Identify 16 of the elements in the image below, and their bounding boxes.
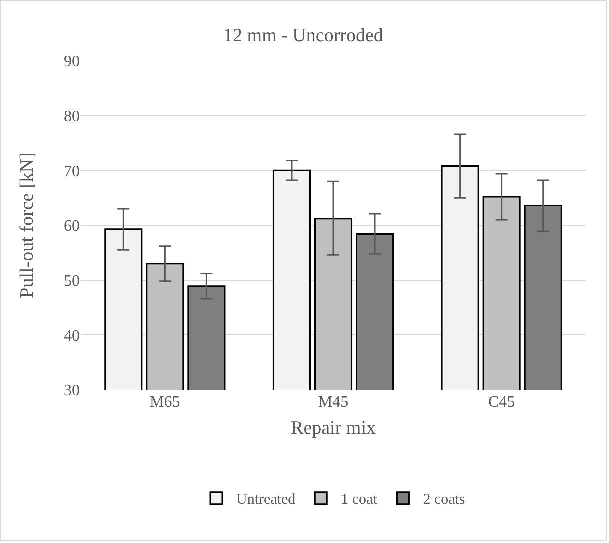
- legend-label: Untreated: [236, 492, 296, 508]
- x-tick-label: M45: [318, 394, 349, 411]
- y-axis-title: Pull-out force [kN]: [17, 152, 38, 298]
- legend-label: 2 coats: [423, 492, 466, 508]
- x-axis-title: Repair mix: [291, 418, 376, 439]
- x-tick-label: M65: [150, 394, 180, 411]
- y-tick-label: 30: [64, 382, 80, 400]
- legend-label: 1 coat: [341, 492, 378, 508]
- chart-title: 12 mm - Uncorroded: [224, 25, 384, 46]
- y-tick-label: 60: [64, 218, 80, 236]
- y-tick-label: 50: [64, 272, 80, 290]
- y-tick-label: 70: [64, 163, 80, 180]
- x-tick-label: C45: [488, 394, 516, 411]
- y-tick-label: 40: [64, 328, 80, 345]
- y-tick-label: 80: [64, 108, 80, 126]
- y-tick-label: 90: [64, 54, 80, 71]
